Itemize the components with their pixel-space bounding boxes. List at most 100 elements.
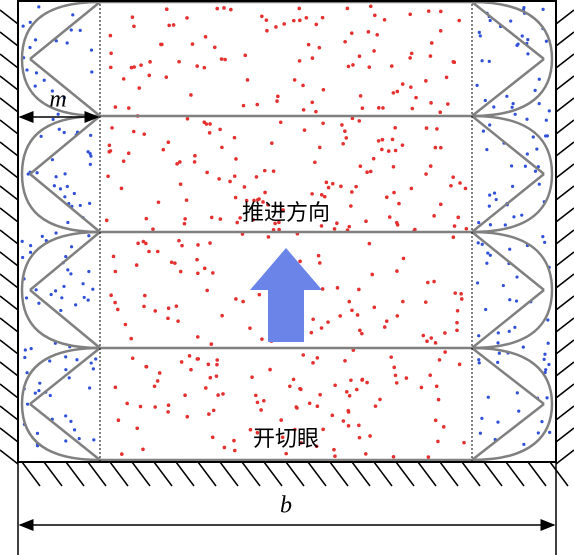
dot — [203, 34, 208, 39]
dot — [53, 289, 58, 293]
dot — [382, 325, 387, 329]
dot — [496, 420, 500, 424]
dot — [233, 195, 238, 200]
dot — [241, 103, 246, 108]
dot — [492, 191, 497, 195]
dot — [164, 7, 169, 11]
dot — [69, 28, 73, 32]
dot — [419, 385, 424, 390]
hatch-line — [555, 405, 574, 421]
dot — [49, 292, 53, 297]
dot — [523, 164, 527, 168]
dot — [346, 424, 351, 428]
dot — [338, 314, 343, 318]
dot — [310, 100, 315, 105]
dot — [147, 249, 151, 254]
dot — [421, 333, 426, 338]
dot — [463, 186, 468, 191]
dot — [301, 83, 305, 88]
dot — [78, 203, 82, 208]
dot — [284, 451, 288, 456]
hatch-line — [555, 163, 574, 179]
hatch-line — [555, 361, 574, 377]
dot — [437, 358, 442, 362]
dot — [155, 249, 160, 254]
dot — [217, 177, 221, 181]
dot — [218, 217, 223, 221]
dot — [350, 190, 354, 194]
dot — [321, 121, 325, 126]
dot — [92, 438, 96, 442]
dot — [521, 345, 525, 349]
dot — [211, 408, 216, 413]
dot — [537, 77, 541, 81]
dot — [89, 154, 93, 158]
dot — [391, 164, 396, 169]
dot — [436, 397, 441, 402]
dot — [215, 358, 220, 362]
dot — [357, 423, 361, 428]
dot — [130, 15, 135, 19]
dot — [494, 197, 498, 202]
hatch-line — [0, 53, 19, 69]
dot — [488, 18, 492, 23]
dot — [537, 102, 541, 106]
dot — [373, 404, 378, 408]
dot — [423, 300, 428, 304]
dot — [508, 298, 512, 302]
dot — [153, 309, 158, 313]
dot — [257, 197, 261, 201]
dot — [291, 377, 296, 382]
dot — [326, 320, 330, 324]
dot — [496, 360, 500, 365]
hatch-line — [555, 339, 574, 355]
dot — [126, 106, 131, 110]
dot — [343, 358, 347, 363]
dot — [455, 308, 460, 313]
dot — [229, 7, 233, 12]
dot — [205, 170, 209, 175]
dot — [244, 198, 249, 203]
dot — [515, 391, 519, 395]
dot — [298, 18, 302, 23]
dot — [26, 172, 30, 176]
dot — [354, 184, 358, 189]
dot — [344, 390, 349, 394]
dot — [314, 109, 318, 114]
dot — [526, 38, 530, 42]
dot — [189, 367, 193, 372]
dot — [233, 448, 237, 453]
dot — [333, 454, 337, 458]
dot — [319, 326, 324, 330]
dot — [144, 241, 148, 246]
dot — [123, 322, 128, 327]
dot — [372, 49, 376, 53]
dot — [478, 34, 482, 38]
dot — [391, 91, 396, 95]
dot — [185, 414, 190, 419]
hatch-line — [65, 461, 85, 487]
dot — [196, 271, 200, 276]
dot — [204, 386, 208, 390]
dot — [429, 101, 433, 105]
dot — [346, 410, 351, 414]
dot — [89, 361, 93, 365]
dot — [480, 416, 484, 420]
dot — [347, 299, 352, 304]
hatch-line — [0, 361, 19, 377]
hatch-line — [555, 31, 574, 47]
dot — [155, 379, 160, 383]
dot — [263, 190, 267, 195]
dot — [317, 45, 322, 50]
dot — [221, 392, 225, 396]
dot — [252, 198, 256, 203]
crack-line — [29, 115, 101, 233]
dot — [451, 60, 456, 64]
dot — [131, 129, 136, 134]
dot — [429, 41, 434, 45]
dot — [48, 359, 52, 363]
dot — [485, 148, 489, 152]
dot — [514, 299, 519, 303]
dot — [439, 145, 443, 150]
dot — [173, 261, 177, 265]
